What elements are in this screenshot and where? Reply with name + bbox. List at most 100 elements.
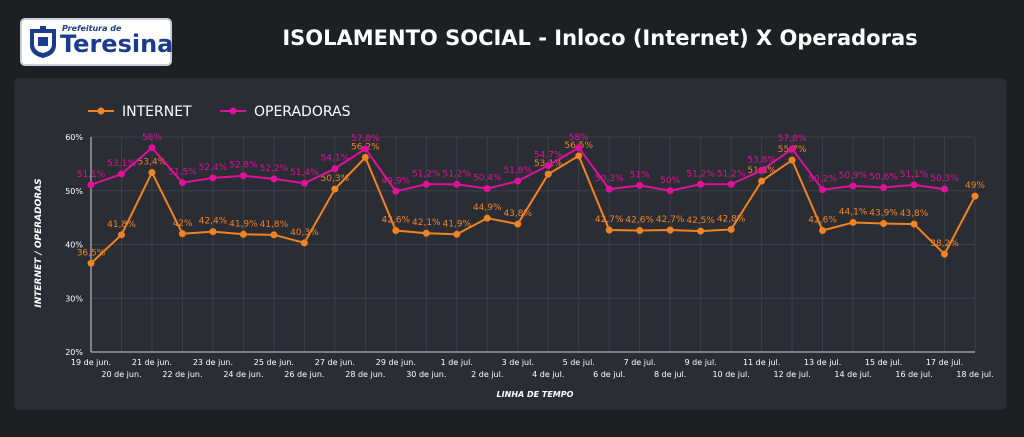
data-label-operadoras: 50,2% [808,175,837,185]
data-point-operadoras [941,185,949,193]
data-point-internet [178,230,186,238]
data-label-internet: 44,1% [839,207,868,217]
data-label-operadoras: 51,5% [168,168,197,178]
data-label-operadoras: 50,3% [595,174,624,184]
data-point-operadoras [697,180,705,188]
x-tick-label: 26 de jun. [284,370,324,379]
data-point-operadoras [392,187,400,195]
data-label-operadoras: 52,2% [260,164,289,174]
data-point-operadoras [300,179,308,187]
data-point-operadoras [514,177,522,185]
data-label-internet: 42,7% [595,215,624,225]
data-point-internet [87,259,95,267]
data-label-operadoras: 51,4% [290,168,319,178]
data-label-operadoras: 50,4% [473,174,502,184]
x-tick-label: 9 de jul. [685,358,717,367]
chart-panel: INTERNET OPERADORAS 20% 30% 40% 50% 60% 19 d… [14,78,1006,410]
data-point-internet [361,153,369,161]
data-point-operadoras [666,187,674,195]
data-point-operadoras [453,180,461,188]
data-label-internet: 36,5% [77,248,106,258]
x-axis-label: LINHA DE TEMPO [497,390,574,399]
data-point-internet [941,250,949,258]
x-tick-label: 20 de jun. [101,370,141,379]
data-point-internet [453,230,461,238]
x-tick-label: 5 de jul. [563,358,595,367]
data-point-internet [270,231,278,239]
data-label-internet: 41,9% [229,219,258,229]
data-label-internet: 40,3% [290,228,319,238]
y-tick-label: 30% [65,294,83,303]
series-line-internet [90,154,976,265]
data-point-internet [148,168,156,176]
data-label-internet: 42,6% [382,216,411,226]
data-label-operadoras: 51,8% [503,166,532,176]
x-tick-label: 8 de jul. [654,370,686,379]
y-tick-label: 50% [65,187,83,196]
data-label-operadoras: 58% [142,133,162,143]
data-point-operadoras [209,174,217,182]
data-point-operadoras [483,185,491,193]
x-tick-label: 17 de jul. [926,358,963,367]
y-tick-label: 40% [65,241,83,250]
data-label-internet: 43,9% [869,209,898,219]
x-tick-label: 11 de jul. [743,358,780,367]
y-tick-label: 20% [65,348,83,357]
x-tick-label: 6 de jul. [593,370,625,379]
data-label-operadoras: 51,2% [442,169,471,179]
x-tick-label: 3 de jul. [502,358,534,367]
data-label-internet: 41,8% [107,220,136,230]
x-tick-label: 21 de jun. [132,358,172,367]
data-label-operadoras: 54,1% [321,154,350,164]
data-label-internet: 42,5% [686,216,715,226]
data-point-internet [331,185,339,193]
data-point-operadoras [575,144,583,152]
data-point-internet [910,220,918,228]
data-point-internet [575,152,583,160]
data-point-operadoras [636,181,644,189]
x-tick-label: 28 de jun. [345,370,385,379]
legend-label-internet: INTERNET [122,104,192,120]
data-label-internet: 43,8% [900,209,929,219]
legend-label-operadoras: OPERADORAS [254,104,351,120]
data-label-internet: 41,8% [260,220,289,230]
data-label-internet: 38,2% [930,239,959,249]
data-label-internet: 42,8% [717,214,746,224]
data-label-operadoras: 52,4% [199,163,228,173]
data-label-internet: 50,3% [321,174,350,184]
x-tick-label: 25 de jun. [254,358,294,367]
data-label-operadoras: 51,2% [717,169,746,179]
city-crest-icon [30,26,56,58]
data-point-internet [819,227,827,235]
y-axis-ticks: 20% 30% 40% 50% 60% [65,133,83,357]
data-point-internet [697,227,705,235]
data-point-operadoras [910,181,918,189]
data-point-operadoras [788,145,796,153]
prefeitura-logo: Prefeitura de Teresina [22,20,174,64]
data-point-internet [880,220,888,228]
data-label-internet: 42,1% [412,218,441,228]
data-point-internet [209,228,217,236]
data-point-internet [758,177,766,185]
x-tick-label: 19 de jun. [71,358,111,367]
data-point-internet [483,214,491,222]
data-point-operadoras [422,180,430,188]
data-point-operadoras [544,161,552,169]
data-point-internet [392,227,400,235]
data-label-operadoras: 53,8% [747,155,776,165]
x-tick-label: 4 de jul. [532,370,564,379]
legend-item-operadoras[interactable]: OPERADORAS [220,104,351,120]
data-point-operadoras [117,170,125,178]
data-label-operadoras: 51,1% [77,170,106,180]
data-label-operadoras: 50,6% [869,173,898,183]
data-point-internet [636,227,644,235]
data-label-operadoras: 53,1% [107,159,136,169]
legend: INTERNET OPERADORAS [88,104,351,120]
data-point-internet [605,226,613,234]
logo-big-text: Teresina [60,30,174,58]
data-label-internet: 42% [172,219,192,229]
legend-item-internet[interactable]: INTERNET [88,104,192,120]
data-label-internet: 44,9% [473,203,502,213]
data-point-internet [514,220,522,228]
x-tick-label: 2 de jul. [471,370,503,379]
